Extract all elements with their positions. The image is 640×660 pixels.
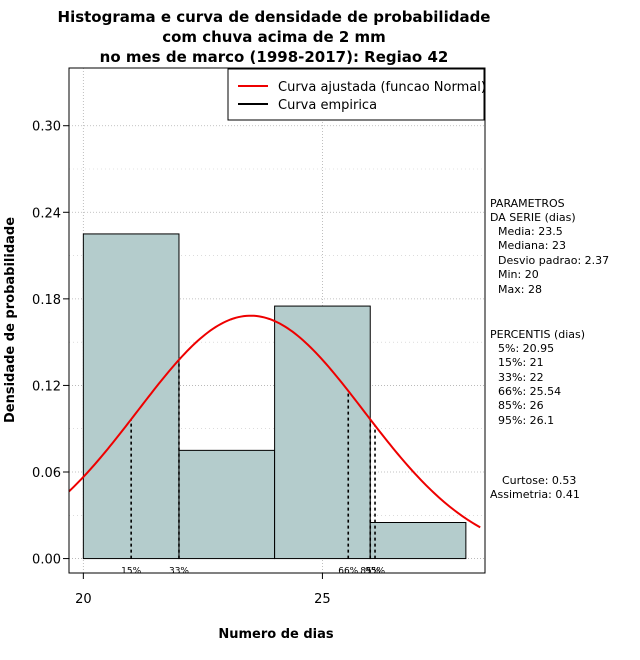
y-tick-label: 0.00: [32, 553, 61, 568]
chart-title-line-1: Histograma e curva de densidade de proba…: [58, 8, 491, 26]
chart-title-line-3: no mes de marco (1998-2017): Regiao 42: [100, 48, 449, 66]
legend: Curva ajustada (funcao Normal) Curva emp…: [227, 68, 486, 121]
y-axis-label: Densidade de probabilidade: [3, 217, 18, 423]
stats-percentis-title: PERCENTIS (dias): [490, 328, 585, 341]
legend-normal-label: Curva ajustada (funcao Normal): [278, 80, 486, 95]
y-tick-label: 0.06: [32, 466, 61, 481]
y-tick-label: 0.12: [32, 379, 61, 394]
percentile-label-1: 15%: [121, 567, 141, 577]
stats-min: Min: 20: [498, 268, 539, 281]
percentile-lines: 15% 33% 66% 85%95%: [121, 359, 385, 577]
histogram-bar-3: [274, 305, 371, 560]
y-tick-label: 0.24: [32, 206, 61, 221]
percentile-label-4: 85%: [360, 567, 380, 577]
legend-box: [227, 68, 485, 121]
stats-mediana: Mediana: 23: [498, 239, 566, 252]
stats-assimetria: Assimetria: 0.41: [490, 488, 580, 501]
x-tick-label: 20: [75, 592, 92, 607]
normal-curve: [68, 314, 481, 529]
stats-p5: 5%: 20.95: [498, 342, 554, 355]
chart-title-line-2: com chuva acima de 2 mm: [162, 28, 386, 46]
legend-empirical-label: Curva empirica: [278, 98, 377, 113]
normal-curve-group: [68, 314, 481, 529]
stats-desvio: Desvio padrao: 2.37: [498, 254, 609, 267]
histogram-bar-4: [369, 522, 467, 560]
stats-p33: 33%: 22: [498, 371, 544, 384]
stats-max: Max: 28: [498, 283, 542, 296]
axis-ticks: 0.00 0.06 0.12 0.18 0.24 0.30 20 25: [32, 120, 331, 607]
stats-p15: 15%: 21: [498, 356, 544, 369]
histogram-bars: [82, 233, 467, 560]
stats-curtose: Curtose: 0.53: [502, 474, 576, 487]
y-tick-label: 0.30: [32, 120, 61, 135]
stats-panel: PARAMETROS DA SERIE (dias) Media: 23.5 M…: [490, 197, 609, 501]
stats-media: Media: 23.5: [498, 225, 563, 238]
stats-parametros-title-1: PARAMETROS: [490, 197, 565, 210]
histogram-bar-2: [178, 449, 276, 560]
y-tick-label: 0.18: [32, 293, 61, 308]
stats-p66: 66%: 25.54: [498, 385, 561, 398]
percentile-label-3: 66%: [338, 567, 358, 577]
x-tick-label: 25: [314, 592, 331, 607]
plot-frame: [68, 67, 486, 574]
stats-p95: 95%: 26.1: [498, 414, 554, 427]
percentile-label-5: 95%: [365, 567, 385, 577]
percentile-label-2: 33%: [169, 567, 189, 577]
x-axis-label: Numero de dias: [218, 627, 334, 642]
stats-parametros-title-2: DA SERIE (dias): [490, 211, 576, 224]
stats-p85: 85%: 26: [498, 399, 544, 412]
